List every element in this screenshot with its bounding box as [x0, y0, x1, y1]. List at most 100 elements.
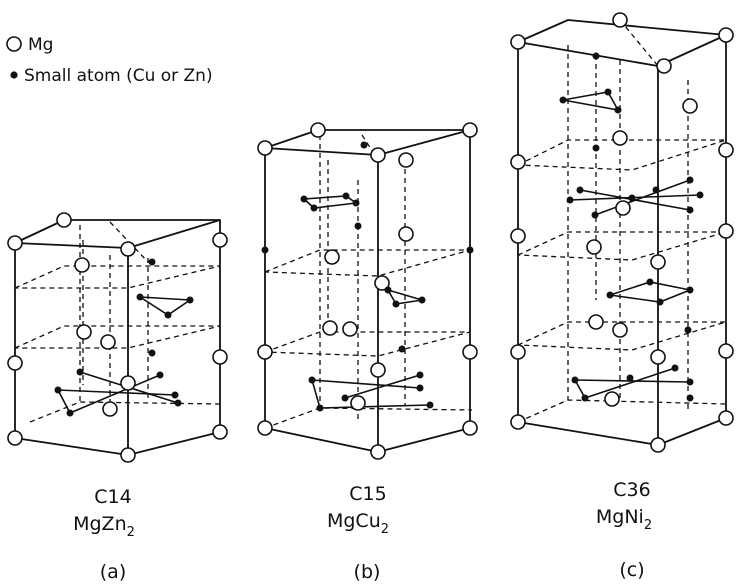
hidden-edge	[517, 231, 727, 261]
small-atom	[308, 376, 316, 384]
structure-c15	[257, 122, 478, 460]
small-atom	[576, 186, 584, 194]
atom-bond	[387, 289, 423, 305]
structure-c36	[510, 12, 734, 453]
small-atom	[466, 246, 474, 254]
small-atom	[310, 204, 318, 212]
small-atom	[571, 376, 579, 384]
legend-mg-label: Mg	[28, 35, 53, 55]
mg-atom	[510, 228, 526, 244]
formula-subscript: 2	[381, 522, 389, 537]
mg-atom	[682, 98, 698, 114]
formula-label: MgCu2	[327, 510, 389, 537]
small-atom	[686, 176, 694, 184]
atom-bond	[139, 296, 193, 316]
small-atom	[626, 374, 634, 382]
atom-bond	[584, 367, 676, 399]
mg-atom	[510, 414, 526, 430]
small-atom	[628, 194, 636, 202]
small-atom	[592, 144, 600, 152]
mg-atom	[510, 34, 526, 50]
small-atom	[604, 88, 612, 96]
small-atom	[416, 371, 424, 379]
mg-atom	[7, 355, 23, 371]
mg-atom	[718, 410, 734, 426]
small-atom	[656, 298, 664, 306]
mg-atom	[310, 122, 326, 138]
mg-atom	[586, 239, 602, 255]
hidden-edge	[264, 249, 471, 277]
cell-edge	[264, 427, 471, 453]
mg-atom	[342, 321, 358, 337]
hidden-edge	[517, 321, 727, 351]
atom-bond	[57, 389, 71, 414]
atom-bond	[311, 379, 321, 409]
structure-type-label: C14	[94, 486, 131, 508]
small-atom	[186, 296, 194, 304]
small-atom	[171, 391, 179, 399]
mg-atom	[588, 314, 604, 330]
small-atom	[136, 293, 144, 301]
mg-atom	[257, 344, 273, 360]
mg-atom	[370, 147, 386, 163]
mg-atom	[718, 223, 734, 239]
mg-atom	[615, 200, 631, 216]
formula-base: MgZn	[73, 513, 127, 535]
structure-type-label: C36	[613, 479, 650, 501]
atom-bond	[562, 91, 620, 112]
small-atom	[696, 191, 704, 199]
mg-atom	[462, 344, 478, 360]
mg-atom	[510, 154, 526, 170]
atom-bond	[319, 404, 431, 409]
small-atom	[566, 196, 574, 204]
mg-atom	[7, 430, 23, 446]
small-atom	[76, 368, 84, 376]
mg-atom	[656, 58, 672, 74]
hidden-edge	[29, 401, 221, 423]
mg-atom	[650, 437, 666, 453]
formula-label: MgZn2	[73, 513, 135, 540]
mg-atom	[257, 420, 273, 436]
caption-c14: C14 MgZn2 (a)	[73, 486, 135, 583]
small-atom	[352, 199, 360, 207]
mg-atom	[604, 391, 620, 407]
small-atom	[398, 345, 406, 353]
mg-atom	[612, 130, 628, 146]
mg-atom	[370, 444, 386, 460]
hidden-edge	[14, 325, 221, 349]
mg-atom	[322, 320, 338, 336]
mg-atom	[718, 142, 734, 158]
small-atom	[148, 349, 156, 357]
small-atom	[416, 384, 424, 392]
atom-bond	[344, 374, 421, 399]
small-atom	[686, 286, 694, 294]
mg-atom	[398, 226, 414, 242]
small-atom	[174, 399, 182, 407]
small-atom	[300, 195, 308, 203]
mg-atom	[612, 322, 628, 338]
small-atom	[581, 394, 589, 402]
mg-atom	[350, 395, 366, 411]
small-atom	[592, 52, 600, 60]
small-atom	[316, 404, 324, 412]
small-atom	[671, 364, 679, 372]
mg-atom	[398, 152, 414, 168]
mg-atom	[56, 212, 72, 228]
small-atom	[606, 291, 614, 299]
small-atom	[686, 378, 694, 386]
mg-atom	[102, 401, 118, 417]
caption-c15: C15 MgCu2 (b)	[327, 483, 389, 583]
mg-atom	[370, 362, 386, 378]
formula-base: MgNi	[596, 506, 644, 528]
small-atom	[418, 296, 426, 304]
mg-atom	[74, 257, 90, 273]
small-atom	[342, 192, 350, 200]
mg-atom	[7, 235, 23, 251]
hidden-edge	[361, 134, 379, 161]
formula-subscript: 2	[127, 525, 135, 540]
cell-edge	[14, 431, 221, 456]
small-atom	[261, 246, 269, 254]
atom-bond	[69, 374, 161, 414]
hidden-edge	[264, 407, 473, 429]
mg-atom	[120, 375, 136, 391]
